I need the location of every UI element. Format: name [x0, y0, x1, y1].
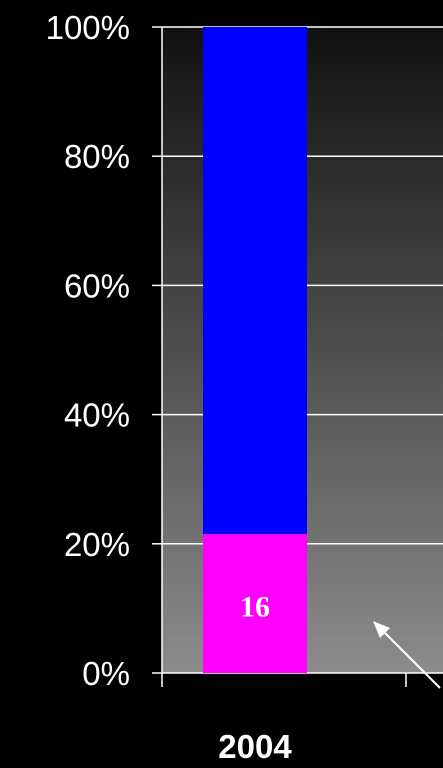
- annotation-arrow-head: [373, 621, 390, 638]
- y-tick-label: 80%: [64, 138, 130, 175]
- y-tick-label: 0%: [82, 655, 130, 692]
- y-tick-label: 40%: [64, 397, 130, 434]
- x-category-label: 2004: [218, 728, 292, 765]
- data-label: 16: [240, 591, 270, 624]
- y-tick-label: 60%: [64, 267, 130, 304]
- y-tick-label: 20%: [64, 526, 130, 563]
- y-tick-label: 100%: [46, 9, 130, 46]
- bar-segment-1: [203, 27, 307, 535]
- annotation-arrow-line: [379, 627, 441, 689]
- bar-segment-0: [203, 534, 307, 673]
